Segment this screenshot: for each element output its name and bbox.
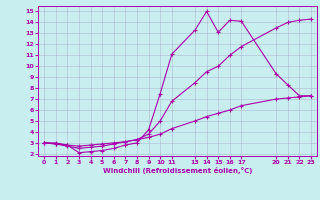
X-axis label: Windchill (Refroidissement éolien,°C): Windchill (Refroidissement éolien,°C) xyxy=(103,167,252,174)
